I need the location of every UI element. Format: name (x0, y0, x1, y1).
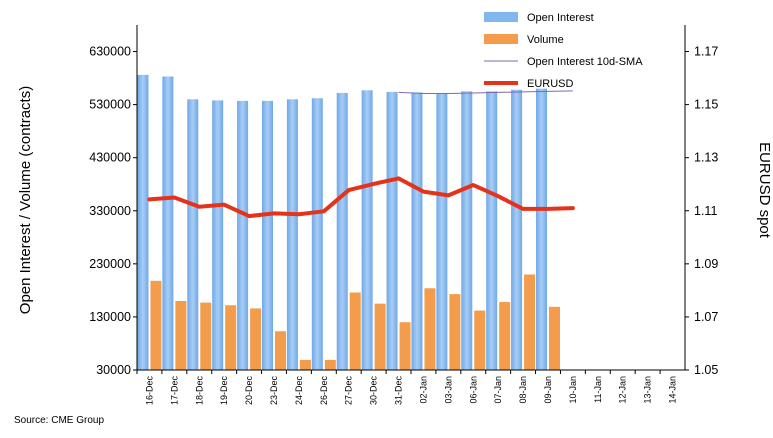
y-tick-label: 230000 (89, 257, 131, 271)
x-tick-label: 24-Dec (294, 376, 304, 406)
legend-label-sma: Open Interest 10d-SMA (527, 56, 643, 68)
open-interest-bar (361, 90, 373, 371)
open-interest-bar (286, 99, 298, 371)
x-tick-label: 16-Dec (144, 376, 154, 406)
y2-tick-label: 1.09 (694, 257, 718, 271)
y-tick-label: 530000 (89, 98, 131, 112)
open-interest-bar (461, 91, 473, 370)
x-tick-label: 06-Jan (468, 376, 478, 404)
volume-bar (349, 292, 361, 370)
volume-bar (449, 294, 461, 370)
volume-bar (250, 308, 262, 370)
volume-bar (275, 331, 286, 370)
open-interest-bar (486, 91, 498, 370)
y-tick-label: 430000 (89, 151, 131, 165)
open-interest-bar (436, 93, 448, 370)
open-interest-bar (511, 89, 523, 370)
x-tick-label: 02-Jan (418, 376, 428, 404)
x-tick-label: 26-Dec (319, 376, 329, 406)
y-tick-label: 630000 (89, 45, 131, 59)
legend-label-open-interest: Open Interest (527, 12, 594, 24)
source-note: Source: CME Group (14, 415, 104, 426)
open-interest-bar (212, 100, 224, 370)
open-interest-bars (137, 74, 547, 371)
y2-axis-title: EURUSD spot (756, 142, 773, 239)
volume-bar (424, 288, 436, 370)
volume-bar (200, 302, 212, 370)
y2-tick-label: 1.07 (694, 310, 718, 324)
x-tick-label: 12-Jan (618, 376, 628, 404)
open-interest-bar (311, 98, 323, 370)
open-interest-bar (237, 100, 249, 371)
x-tick-label: 23-Dec (269, 376, 279, 406)
x-tick-label: 08-Jan (518, 376, 528, 404)
left-y-ticks: 30000 130000 230000 330000 430000 530000 63000… (89, 45, 137, 377)
y2-tick-label: 1.13 (694, 151, 718, 165)
y-tick-label: 130000 (89, 310, 131, 324)
y-axis-title: Open Interest / Volume (contracts) (17, 86, 34, 314)
y-tick-label: 30000 (96, 363, 131, 377)
legend: Open Interest Volume Open Interest 10d-S… (484, 12, 643, 90)
x-tick-label: 19-Dec (219, 376, 229, 406)
x-tick-label: 10-Jan (568, 376, 578, 404)
eurusd-line (147, 176, 575, 219)
x-tick-label: 27-Dec (344, 376, 354, 406)
y2-tick-label: 1.17 (694, 45, 718, 59)
volume-bar (150, 280, 162, 370)
legend-label-volume: Volume (527, 34, 564, 46)
volume-bar (474, 310, 486, 370)
volume-bar (499, 302, 511, 370)
x-tick-label: 03-Jan (443, 376, 453, 404)
sma-line (398, 90, 573, 94)
open-interest-bar (262, 100, 273, 371)
x-ticks: 16-Dec 17-Dec 18-Dec 19-Dec 20-Dec 23-Dec 24-D… (136, 370, 678, 406)
y2-tick-label: 1.11 (694, 204, 717, 218)
open-interest-bar (411, 92, 423, 371)
x-tick-label: 11-Jan (593, 376, 603, 403)
volume-bar (549, 306, 560, 370)
open-interest-bar (162, 76, 174, 370)
x-tick-label: 14-Jan (668, 376, 678, 404)
x-tick-label: 30-Dec (369, 376, 379, 406)
line-series (147, 90, 575, 219)
volume-bar (324, 359, 336, 370)
legend-swatch-open-interest (484, 12, 518, 22)
right-y-ticks: 1.05 1.07 1.09 1.11 1.13 1.15 1.17 (685, 45, 718, 377)
x-tick-label: 09-Jan (543, 376, 553, 404)
legend-swatch-volume (484, 34, 518, 44)
open-interest-bar (187, 99, 199, 371)
volume-bar (374, 303, 386, 370)
volume-bars (150, 274, 560, 370)
volume-bar (524, 274, 536, 370)
x-tick-label: 20-Dec (244, 376, 254, 406)
x-tick-label: 31-Dec (394, 376, 404, 406)
y-tick-label: 330000 (89, 204, 131, 218)
volume-bar (225, 305, 237, 370)
y2-tick-label: 1.15 (694, 98, 718, 112)
y2-tick-label: 1.05 (694, 363, 718, 377)
x-tick-label: 07-Jan (493, 376, 503, 404)
x-tick-label: 17-Dec (169, 376, 179, 406)
legend-label-eurusd: EURUSD (527, 78, 574, 90)
open-interest-bar (336, 92, 348, 370)
volume-bar (299, 359, 311, 370)
volume-bar (399, 322, 411, 370)
volume-bar (175, 301, 187, 370)
x-tick-label: 13-Jan (643, 376, 653, 404)
open-interest-bar (386, 91, 398, 370)
x-tick-label: 18-Dec (194, 376, 204, 406)
open-interest-bar (536, 88, 547, 370)
open-interest-bar (137, 74, 149, 371)
